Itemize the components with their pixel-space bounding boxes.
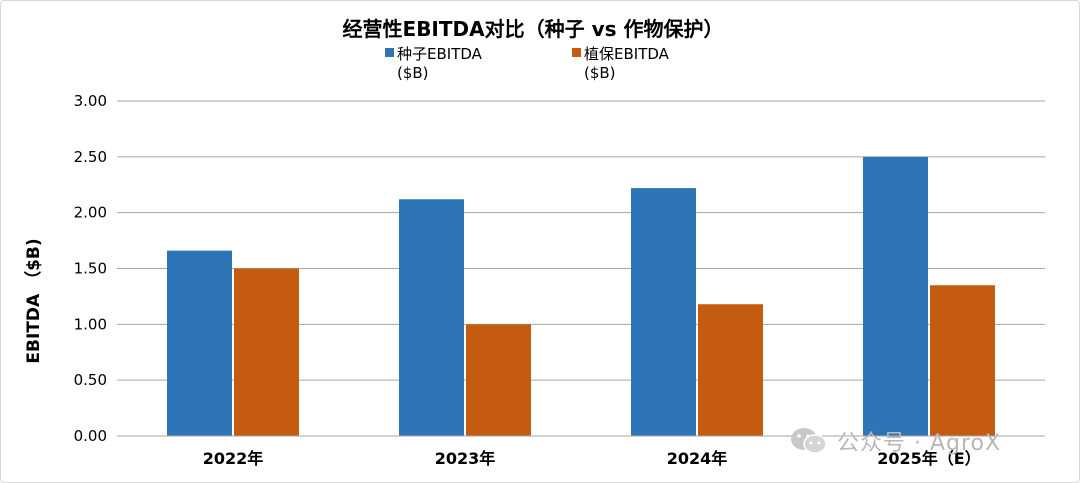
bar-series1-cat2 (698, 304, 763, 436)
x-tick-label-0: 2022年 (203, 449, 264, 468)
watermark: 公众号 · AgroX (789, 425, 1001, 457)
legend: 种子EBITDA($B)植保EBITDA($B) (385, 45, 670, 82)
x-tick-label-3: 2025年（E） (877, 449, 980, 468)
legend-label-1-line0: 植保EBITDA (584, 45, 670, 63)
bar-series0-cat2 (631, 188, 696, 436)
y-tick-label-3: 1.50 (74, 260, 107, 278)
legend-label-1-line1: ($B) (584, 64, 616, 82)
bar-series1-cat1 (466, 324, 531, 436)
y-axis-label: EBITDA （$B) (23, 238, 44, 363)
legend-label-0-line0: 种子EBITDA (397, 45, 483, 63)
y-tick-label-1: 0.50 (74, 371, 107, 389)
y-tick-label-5: 2.50 (74, 148, 107, 166)
y-tick-label-6: 3.00 (74, 92, 107, 110)
wechat-icon (791, 428, 827, 454)
bars (117, 156, 1045, 437)
bar-series0-cat3 (863, 156, 928, 437)
bar-series1-cat3 (930, 285, 995, 436)
x-tick-label-1: 2023年 (435, 449, 496, 468)
y-axis-ticks: 0.00 0.50 1.00 1.50 2.00 2.50 3.00 (74, 92, 107, 445)
y-tick-label-0: 0.00 (74, 427, 107, 445)
watermark-text: 公众号 · AgroX (837, 431, 1002, 456)
bar-series0-cat0 (167, 250, 232, 436)
bar-series0-cat1 (399, 199, 464, 436)
y-tick-label-2: 1.00 (74, 315, 107, 333)
legend-swatch-0 (385, 48, 394, 57)
x-tick-label-2: 2024年 (667, 449, 728, 468)
legend-label-0-line1: ($B) (397, 64, 429, 82)
legend-swatch-1 (572, 48, 581, 57)
chart-title: 经营性EBITDA对比（种子 vs 作物保护） (343, 17, 724, 41)
bar-series1-cat0 (234, 268, 299, 436)
x-axis-ticks: 2022年 2023年 2024年 2025年（E） (203, 449, 981, 468)
y-tick-label-4: 2.00 (74, 204, 107, 222)
